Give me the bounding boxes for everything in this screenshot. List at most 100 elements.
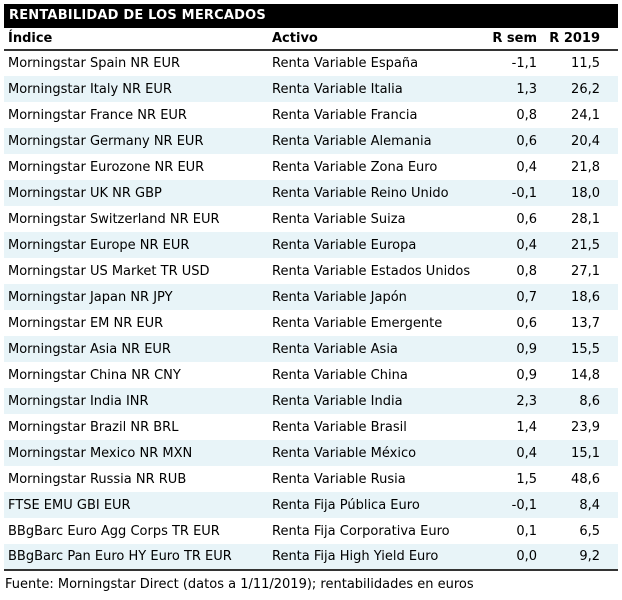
cell-rsem: 2,3 [516, 393, 537, 409]
cell-r2019: 18,0 [571, 185, 600, 201]
cell-indice: Morningstar Italy NR EUR [8, 81, 172, 97]
table-row: Morningstar China NR CNY Renta Variable C… [4, 362, 618, 388]
cell-rsem: 0,8 [516, 263, 537, 279]
cell-activo: Renta Variable Reino Unido [272, 185, 449, 201]
cell-rsem: 0,9 [516, 367, 537, 383]
table-row: Morningstar US Market TR USD Renta Variab… [4, 258, 618, 284]
cell-indice: BBgBarc Euro Agg Corps TR EUR [8, 523, 220, 539]
cell-rsem: 1,3 [516, 81, 537, 97]
cell-indice: Morningstar Switzerland NR EUR [8, 211, 220, 227]
cell-activo: Renta Variable Brasil [272, 419, 407, 435]
cell-rsem: 0,8 [516, 107, 537, 123]
cell-r2019: 28,1 [571, 211, 600, 227]
table-row: BBgBarc Pan Euro HY Euro TR EUR Renta Fij… [4, 544, 618, 571]
cell-rsem: 0,4 [516, 237, 537, 253]
table-row: Morningstar Japan NR JPY Renta Variable J… [4, 284, 618, 310]
table-row: FTSE EMU GBI EUR Renta Fija Pública Euro -… [4, 492, 618, 518]
cell-rsem: 0,6 [516, 211, 537, 227]
cell-activo: Renta Fija Pública Euro [272, 497, 420, 513]
cell-activo: Renta Variable España [272, 56, 419, 71]
table-row: Morningstar Russia NR RUB Renta Variable … [4, 466, 618, 492]
cell-r2019: 8,4 [579, 497, 600, 513]
cell-rsem: 1,5 [516, 471, 537, 487]
cell-activo: Renta Variable Suiza [272, 211, 406, 227]
table-row: Morningstar Italy NR EUR Renta Variable I… [4, 76, 618, 102]
cell-r2019: 23,9 [571, 419, 600, 435]
cell-rsem: 0,7 [516, 289, 537, 305]
cell-activo: Renta Variable Rusia [272, 471, 406, 487]
table-row: Morningstar France NR EUR Renta Variable … [4, 102, 618, 128]
cell-rsem: 0,6 [516, 315, 537, 331]
cell-r2019: 13,7 [571, 315, 600, 331]
cell-activo: Renta Variable Japón [272, 289, 407, 305]
table-row: Morningstar Brazil NR BRL Renta Variable … [4, 414, 618, 440]
table-row: Morningstar Europe NR EUR Renta Variable … [4, 232, 618, 258]
cell-indice: Morningstar Germany NR EUR [8, 133, 204, 149]
table-body: Morningstar Spain NR EUR Renta Variable E… [4, 50, 618, 571]
cell-activo: Renta Variable Europa [272, 237, 417, 253]
cell-indice: Morningstar UK NR GBP [8, 185, 162, 201]
cell-r2019: 27,1 [571, 263, 600, 279]
cell-r2019: 20,4 [571, 133, 600, 149]
cell-indice: Morningstar Brazil NR BRL [8, 419, 179, 435]
cell-rsem: 0,4 [516, 159, 537, 175]
table-header: Índice Activo R sem R 2019 [4, 28, 618, 51]
cell-rsem: -1,1 [511, 56, 537, 71]
table-title: RENTABILIDAD DE LOS MERCADOS [9, 8, 266, 23]
cell-r2019: 24,1 [571, 107, 600, 123]
table-row: Morningstar EM NR EUR Renta Variable Emer… [4, 310, 618, 336]
cell-rsem: 0,0 [472, 544, 537, 571]
cell-r2019: 26,2 [571, 81, 600, 97]
cell-indice: Morningstar Europe NR EUR [8, 237, 190, 253]
table-row: Morningstar Germany NR EUR Renta Variable… [4, 128, 618, 154]
markets-table: Índice Activo R sem R 2019 Morningstar S… [4, 28, 618, 571]
cell-activo: Renta Variable Asia [272, 341, 398, 357]
cell-indice: Morningstar Japan NR JPY [8, 289, 173, 305]
cell-activo: Renta Variable Alemania [272, 133, 432, 149]
cell-indice: FTSE EMU GBI EUR [8, 497, 131, 513]
col-header-indice: Índice [4, 28, 268, 51]
table-row: Morningstar Mexico NR MXN Renta Variable … [4, 440, 618, 466]
cell-r2019: 15,5 [571, 341, 600, 357]
cell-r2019: 18,6 [571, 289, 600, 305]
cell-activo: Renta Variable China [272, 367, 408, 383]
table-row: Morningstar UK NR GBP Renta Variable Rein… [4, 180, 618, 206]
col-header-r2019: R 2019 [537, 28, 618, 51]
cell-r2019: 21,8 [571, 159, 600, 175]
table-row: Morningstar India INR Renta Variable Indi… [4, 388, 618, 414]
table-row: BBgBarc Euro Agg Corps TR EUR Renta Fija … [4, 518, 618, 544]
markets-report: RENTABILIDAD DE LOS MERCADOS Índice Acti… [4, 4, 618, 592]
table-row: Morningstar Asia NR EUR Renta Variable As… [4, 336, 618, 362]
cell-r2019: 48,6 [571, 471, 600, 487]
cell-rsem: -0,1 [511, 185, 537, 201]
cell-activo: Renta Variable Emergente [272, 315, 443, 331]
cell-indice: Morningstar Eurozone NR EUR [8, 159, 205, 175]
cell-activo: Renta Variable India [272, 393, 403, 409]
cell-indice: BBgBarc Pan Euro HY Euro TR EUR [4, 544, 268, 571]
col-header-rsem: R sem [472, 28, 537, 51]
cell-indice: Morningstar Spain NR EUR [8, 56, 181, 71]
source-note: Fuente: Morningstar Direct (datos a 1/11… [5, 577, 474, 592]
cell-r2019: 14,8 [571, 367, 600, 383]
cell-rsem: -0,1 [511, 497, 537, 513]
cell-r2019: 15,1 [571, 445, 600, 461]
cell-indice: Morningstar China NR CNY [8, 367, 181, 383]
cell-r2019: 9,2 [537, 544, 618, 571]
cell-indice: Morningstar Mexico NR MXN [8, 445, 193, 461]
cell-activo: Renta Fija High Yield Euro [268, 544, 472, 571]
cell-indice: Morningstar Asia NR EUR [8, 341, 171, 357]
cell-rsem: 1,4 [516, 419, 537, 435]
cell-indice: Morningstar US Market TR USD [8, 263, 210, 279]
cell-r2019: 6,5 [579, 523, 600, 539]
cell-rsem: 0,6 [516, 133, 537, 149]
cell-activo: Renta Variable México [272, 445, 417, 461]
cell-rsem: 0,4 [516, 445, 537, 461]
cell-activo: Renta Variable Zona Euro [272, 159, 438, 175]
col-header-activo: Activo [268, 28, 472, 51]
header-row: Índice Activo R sem R 2019 [4, 28, 618, 51]
cell-activo: Renta Variable Italia [272, 81, 403, 97]
cell-r2019: 21,5 [571, 237, 600, 253]
cell-indice: Morningstar Russia NR RUB [8, 471, 187, 487]
cell-rsem: 0,9 [516, 341, 537, 357]
cell-activo: Renta Variable Francia [272, 107, 418, 123]
